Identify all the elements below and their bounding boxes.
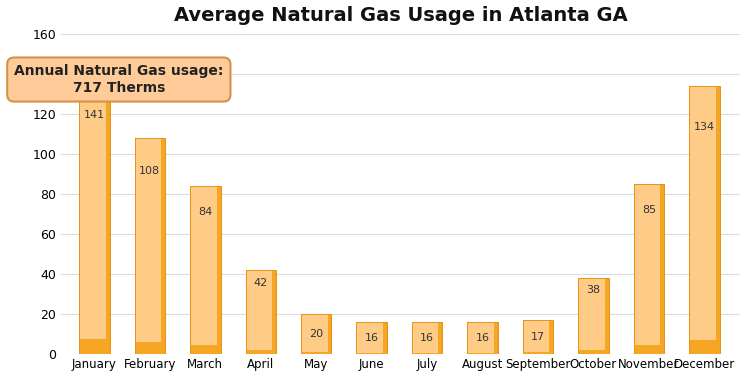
Bar	[161, 138, 165, 354]
Bar	[523, 320, 554, 354]
Text: 85: 85	[642, 205, 656, 215]
Text: 16: 16	[476, 333, 489, 343]
Bar	[689, 86, 720, 354]
Bar	[301, 314, 331, 354]
Bar	[357, 352, 383, 354]
Bar	[439, 322, 442, 354]
Text: Annual Natural Gas usage:
717 Therms: Annual Natural Gas usage: 717 Therms	[14, 64, 224, 95]
Bar	[79, 72, 110, 354]
Bar	[689, 86, 720, 354]
Bar	[301, 314, 331, 354]
Bar	[79, 339, 106, 354]
Title: Average Natural Gas Usage in Atlanta GA: Average Natural Gas Usage in Atlanta GA	[174, 6, 627, 25]
Bar	[79, 72, 110, 354]
Bar	[301, 352, 327, 354]
Bar	[633, 184, 664, 354]
Bar	[134, 138, 165, 354]
Text: 17: 17	[531, 332, 545, 342]
Bar	[578, 278, 609, 354]
Text: 108: 108	[140, 166, 160, 176]
Bar	[412, 322, 442, 354]
Text: 134: 134	[694, 122, 715, 132]
Text: 38: 38	[586, 285, 601, 295]
Bar	[134, 138, 165, 354]
Bar	[383, 322, 387, 354]
Bar	[245, 270, 276, 354]
Bar	[357, 322, 387, 354]
Text: 16: 16	[420, 333, 434, 343]
Bar	[106, 72, 110, 354]
Bar	[216, 186, 221, 354]
Bar	[190, 345, 216, 354]
Bar	[190, 186, 221, 354]
Text: 20: 20	[309, 329, 323, 339]
Text: 141: 141	[84, 110, 105, 120]
Bar	[467, 322, 498, 354]
Bar	[412, 322, 442, 354]
Bar	[134, 342, 161, 354]
Bar	[715, 86, 720, 354]
Bar	[523, 352, 549, 354]
Bar	[357, 322, 387, 354]
Bar	[245, 349, 272, 354]
Bar	[467, 322, 498, 354]
Bar	[578, 350, 605, 354]
Bar	[660, 184, 664, 354]
Bar	[523, 320, 554, 354]
Bar	[272, 270, 276, 354]
Bar	[467, 352, 494, 354]
Text: 84: 84	[198, 207, 213, 216]
Bar	[412, 352, 439, 354]
Bar	[633, 345, 660, 354]
Bar	[633, 184, 664, 354]
Bar	[605, 278, 609, 354]
Bar	[327, 314, 331, 354]
Bar	[190, 186, 221, 354]
Text: 16: 16	[365, 333, 379, 343]
Bar	[494, 322, 498, 354]
Bar	[578, 278, 609, 354]
Bar	[549, 320, 554, 354]
Bar	[245, 270, 276, 354]
Bar	[689, 340, 715, 354]
Text: 42: 42	[254, 278, 268, 288]
